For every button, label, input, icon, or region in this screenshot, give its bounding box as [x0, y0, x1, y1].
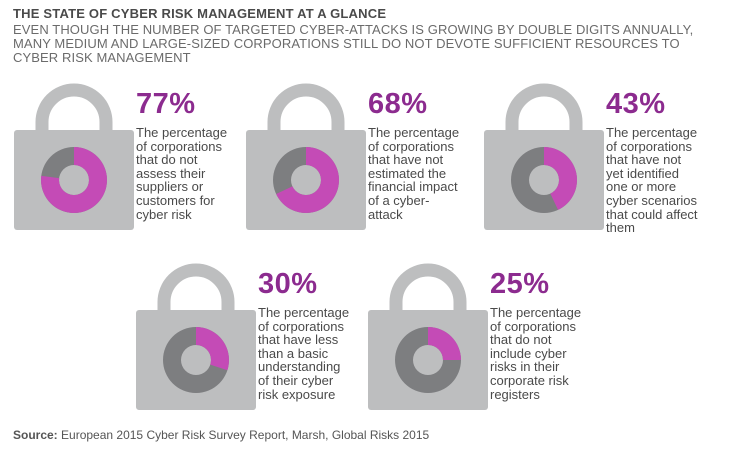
donut-slice: [40, 147, 107, 213]
percent-description: The percentage of corporations that do n…: [136, 125, 228, 222]
source-note: Source: European 2015 Cyber Risk Survey …: [13, 428, 429, 442]
percent-label: 30%: [258, 268, 318, 300]
padlock-shackle: [35, 83, 113, 142]
donut-slice: [428, 327, 461, 360]
percent-label: 77%: [136, 88, 196, 120]
percent-description: The percentage of corporations that have…: [368, 125, 460, 222]
padlock-body: [246, 130, 366, 230]
percent-label: 25%: [490, 268, 550, 300]
donut-slice: [276, 147, 339, 213]
percent-description: The percentage of corporations that do n…: [490, 305, 582, 402]
percent-description: The percentage of corporations that have…: [606, 125, 698, 236]
donut-slice: [196, 327, 229, 371]
padlock-icon: [368, 263, 488, 410]
padlock-shackle: [389, 263, 467, 322]
padlock-body: [368, 310, 488, 410]
padlock-icon: [14, 83, 134, 230]
percent-description: The percentage of corporations that have…: [258, 305, 350, 402]
percent-label: 68%: [368, 88, 428, 120]
infographic-subtitle: EVEN THOUGH THE NUMBER OF TARGETED CYBER…: [13, 22, 694, 65]
padlock-shackle: [267, 83, 345, 142]
source-label: Source:: [13, 428, 58, 442]
padlock-icon: [246, 83, 366, 230]
donut-slice: [544, 147, 577, 210]
padlock-shackle: [157, 263, 235, 322]
padlock-body: [484, 130, 604, 230]
percent-label: 43%: [606, 88, 666, 120]
infographic-title: THE STATE OF CYBER RISK MANAGEMENT AT A …: [13, 6, 387, 21]
padlock-icon: [136, 263, 256, 410]
padlock-body: [136, 310, 256, 410]
padlock-shackle: [505, 83, 583, 142]
padlock-icon: [484, 83, 604, 230]
source-text: European 2015 Cyber Risk Survey Report, …: [61, 428, 430, 442]
padlock-body: [14, 130, 134, 230]
